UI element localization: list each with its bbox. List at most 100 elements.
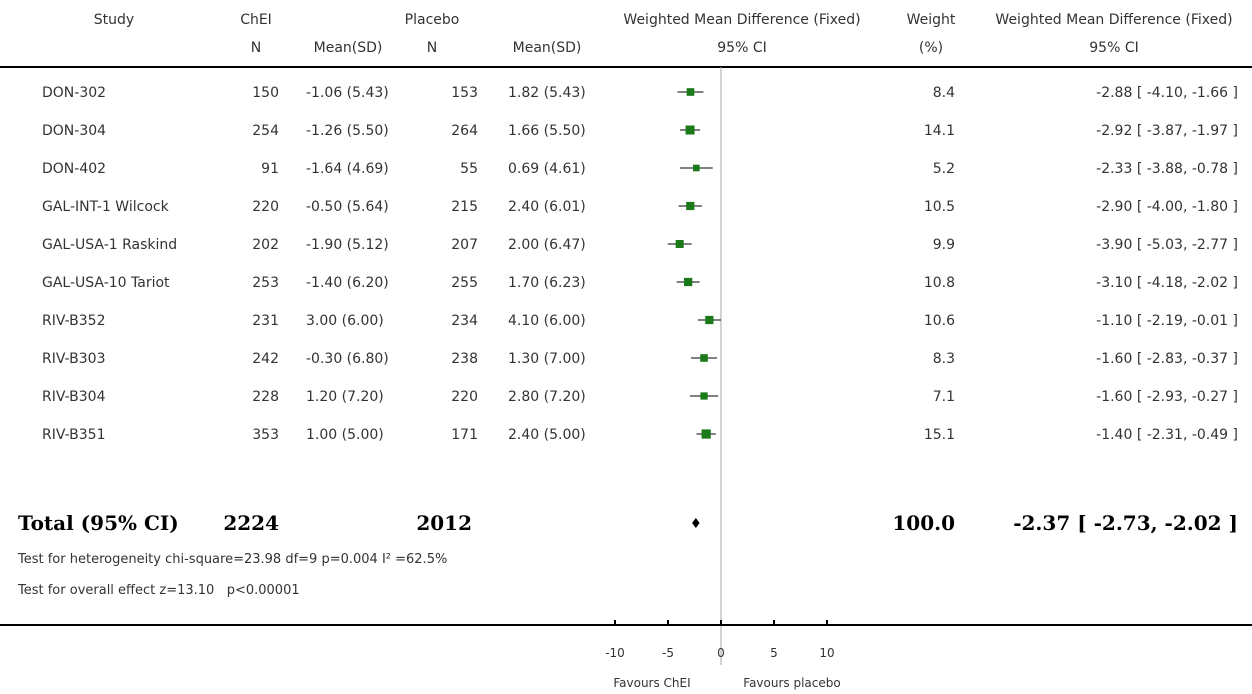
n-placebo: 55 xyxy=(460,161,478,177)
mean-sd-chei: -0.50 (5.64) xyxy=(306,199,389,215)
study-name: RIV-B303 xyxy=(42,351,106,367)
table-row: DON-304 254 -1.26 (5.50) 264 1.66 (5.50) 14.1… xyxy=(42,123,1238,139)
total-weight: 100.0 xyxy=(892,511,955,535)
study-ci: -1.60 [ -2.93, -0.27 ] xyxy=(1096,389,1238,405)
x-axis: -10 -5 0 5 10 xyxy=(605,620,835,660)
header-n-chei: N xyxy=(251,40,261,56)
table-row: RIV-B351 353 1.00 (5.00) 171 2.40 (5.00) 15.1… xyxy=(42,427,1238,443)
forest-marks xyxy=(667,88,721,528)
overall-effect-test: Test for overall effect z=13.10 p<0.0000… xyxy=(17,583,300,598)
n-chei: 231 xyxy=(252,313,279,329)
n-placebo: 153 xyxy=(451,85,478,101)
total-n-chei: 2224 xyxy=(223,511,279,535)
header-ci-text: 95% CI xyxy=(1089,40,1138,56)
n-chei: 242 xyxy=(252,351,279,367)
study-ci: -1.40 [ -2.31, -0.49 ] xyxy=(1096,427,1238,443)
tick-label: -5 xyxy=(662,646,674,660)
n-placebo: 255 xyxy=(451,275,478,291)
mean-sd-placebo: 2.40 (6.01) xyxy=(508,199,586,215)
study-name: GAL-USA-10 Tariot xyxy=(42,275,170,291)
table-row: GAL-INT-1 Wilcock 220 -0.50 (5.64) 215 2.40 … xyxy=(42,199,1238,215)
tick-label: 0 xyxy=(717,646,725,660)
tick-label: -10 xyxy=(605,646,625,660)
table-row: DON-302 150 -1.06 (5.43) 153 1.82 (5.43) 8.4 -… xyxy=(42,85,1238,101)
header-weight: Weight xyxy=(907,12,956,28)
n-chei: 228 xyxy=(252,389,279,405)
header-placebo: Placebo xyxy=(405,12,460,28)
study-name: RIV-B352 xyxy=(42,313,106,329)
n-chei: 202 xyxy=(252,237,279,253)
mean-sd-chei: -1.26 (5.50) xyxy=(306,123,389,139)
point-estimate xyxy=(686,201,695,211)
tick-label: 5 xyxy=(770,646,778,660)
header-ci-plot: 95% CI xyxy=(717,40,766,56)
tick-label: 10 xyxy=(819,646,834,660)
mean-sd-placebo: 4.10 (6.00) xyxy=(508,313,586,329)
study-weight: 10.5 xyxy=(924,199,955,215)
n-placebo: 215 xyxy=(451,199,478,215)
mean-sd-chei: 1.20 (7.20) xyxy=(306,389,384,405)
mean-sd-chei: -1.64 (4.69) xyxy=(306,161,389,177)
header-mean-chei: Mean(SD) xyxy=(314,40,383,56)
n-chei: 254 xyxy=(252,123,279,139)
point-estimate xyxy=(692,164,700,172)
point-estimate xyxy=(685,125,695,135)
header-n-placebo: N xyxy=(427,40,437,56)
mean-sd-chei: -1.40 (6.20) xyxy=(306,275,389,291)
n-placebo: 207 xyxy=(451,237,478,253)
mean-sd-chei: -1.06 (5.43) xyxy=(306,85,389,101)
mean-sd-chei: -1.90 (5.12) xyxy=(306,237,389,253)
point-estimate xyxy=(705,315,714,325)
study-weight: 14.1 xyxy=(924,123,955,139)
point-estimate xyxy=(684,277,693,287)
study-weight: 10.8 xyxy=(924,275,955,291)
mean-sd-placebo: 1.30 (7.00) xyxy=(508,351,586,367)
header-chei: ChEI xyxy=(240,12,272,28)
header-wmd-plot: Weighted Mean Difference (Fixed) xyxy=(623,12,860,28)
study-weight: 10.6 xyxy=(924,313,955,329)
header-wmd-text: Weighted Mean Difference (Fixed) xyxy=(995,12,1232,28)
study-ci: -3.90 [ -5.03, -2.77 ] xyxy=(1096,237,1238,253)
study-ci: -1.60 [ -2.83, -0.37 ] xyxy=(1096,351,1238,367)
study-name: GAL-INT-1 Wilcock xyxy=(42,199,170,215)
study-ci: -3.10 [ -4.18, -2.02 ] xyxy=(1096,275,1238,291)
study-ci: -2.33 [ -3.88, -0.78 ] xyxy=(1096,161,1238,177)
mean-sd-placebo: 2.00 (6.47) xyxy=(508,237,586,253)
n-chei: 220 xyxy=(252,199,279,215)
point-estimate xyxy=(686,88,695,96)
study-weight: 8.3 xyxy=(933,351,955,367)
mean-sd-placebo: 0.69 (4.61) xyxy=(508,161,586,177)
mean-sd-placebo: 1.82 (5.43) xyxy=(508,85,586,101)
study-rows: DON-302 150 -1.06 (5.43) 153 1.82 (5.43) 8.4 -… xyxy=(42,85,1238,443)
favours-placebo-label: Favours placebo xyxy=(743,676,840,690)
total-n-placebo: 2012 xyxy=(416,511,472,535)
pooled-diamond xyxy=(692,518,700,528)
table-row: RIV-B303 242 -0.30 (6.80) 238 1.30 (7.00) 8.3… xyxy=(42,351,1238,367)
table-row: RIV-B304 228 1.20 (7.20) 220 2.80 (7.20) 7.1 -… xyxy=(42,389,1238,405)
n-placebo: 234 xyxy=(451,313,478,329)
n-chei: 150 xyxy=(252,85,279,101)
mean-sd-placebo: 1.70 (6.23) xyxy=(508,275,586,291)
heterogeneity-test: Test for heterogeneity chi-square=23.98 … xyxy=(17,552,447,567)
point-estimate xyxy=(701,429,711,439)
header-weight-pct: (%) xyxy=(919,40,943,56)
point-estimate xyxy=(700,392,708,400)
study-weight: 8.4 xyxy=(933,85,955,101)
total-label: Total (95% CI) xyxy=(18,511,179,535)
mean-sd-chei: 3.00 (6.00) xyxy=(306,313,384,329)
header-study: Study xyxy=(94,12,134,28)
table-row: GAL-USA-10 Tariot 253 -1.40 (6.20) 255 1.70 … xyxy=(42,275,1238,291)
study-name: DON-304 xyxy=(42,123,106,139)
study-ci: -2.92 [ -3.87, -1.97 ] xyxy=(1096,123,1238,139)
mean-sd-placebo: 2.40 (5.00) xyxy=(508,427,586,443)
study-name: RIV-B351 xyxy=(42,427,106,443)
n-placebo: 171 xyxy=(451,427,478,443)
study-weight: 7.1 xyxy=(933,389,955,405)
n-chei: 253 xyxy=(252,275,279,291)
table-row: GAL-USA-1 Raskind 202 -1.90 (5.12) 207 2.00 … xyxy=(42,237,1238,253)
study-name: GAL-USA-1 Raskind xyxy=(42,237,177,253)
point-estimate xyxy=(700,354,708,362)
study-name: DON-402 xyxy=(42,161,106,177)
point-estimate xyxy=(675,239,684,249)
